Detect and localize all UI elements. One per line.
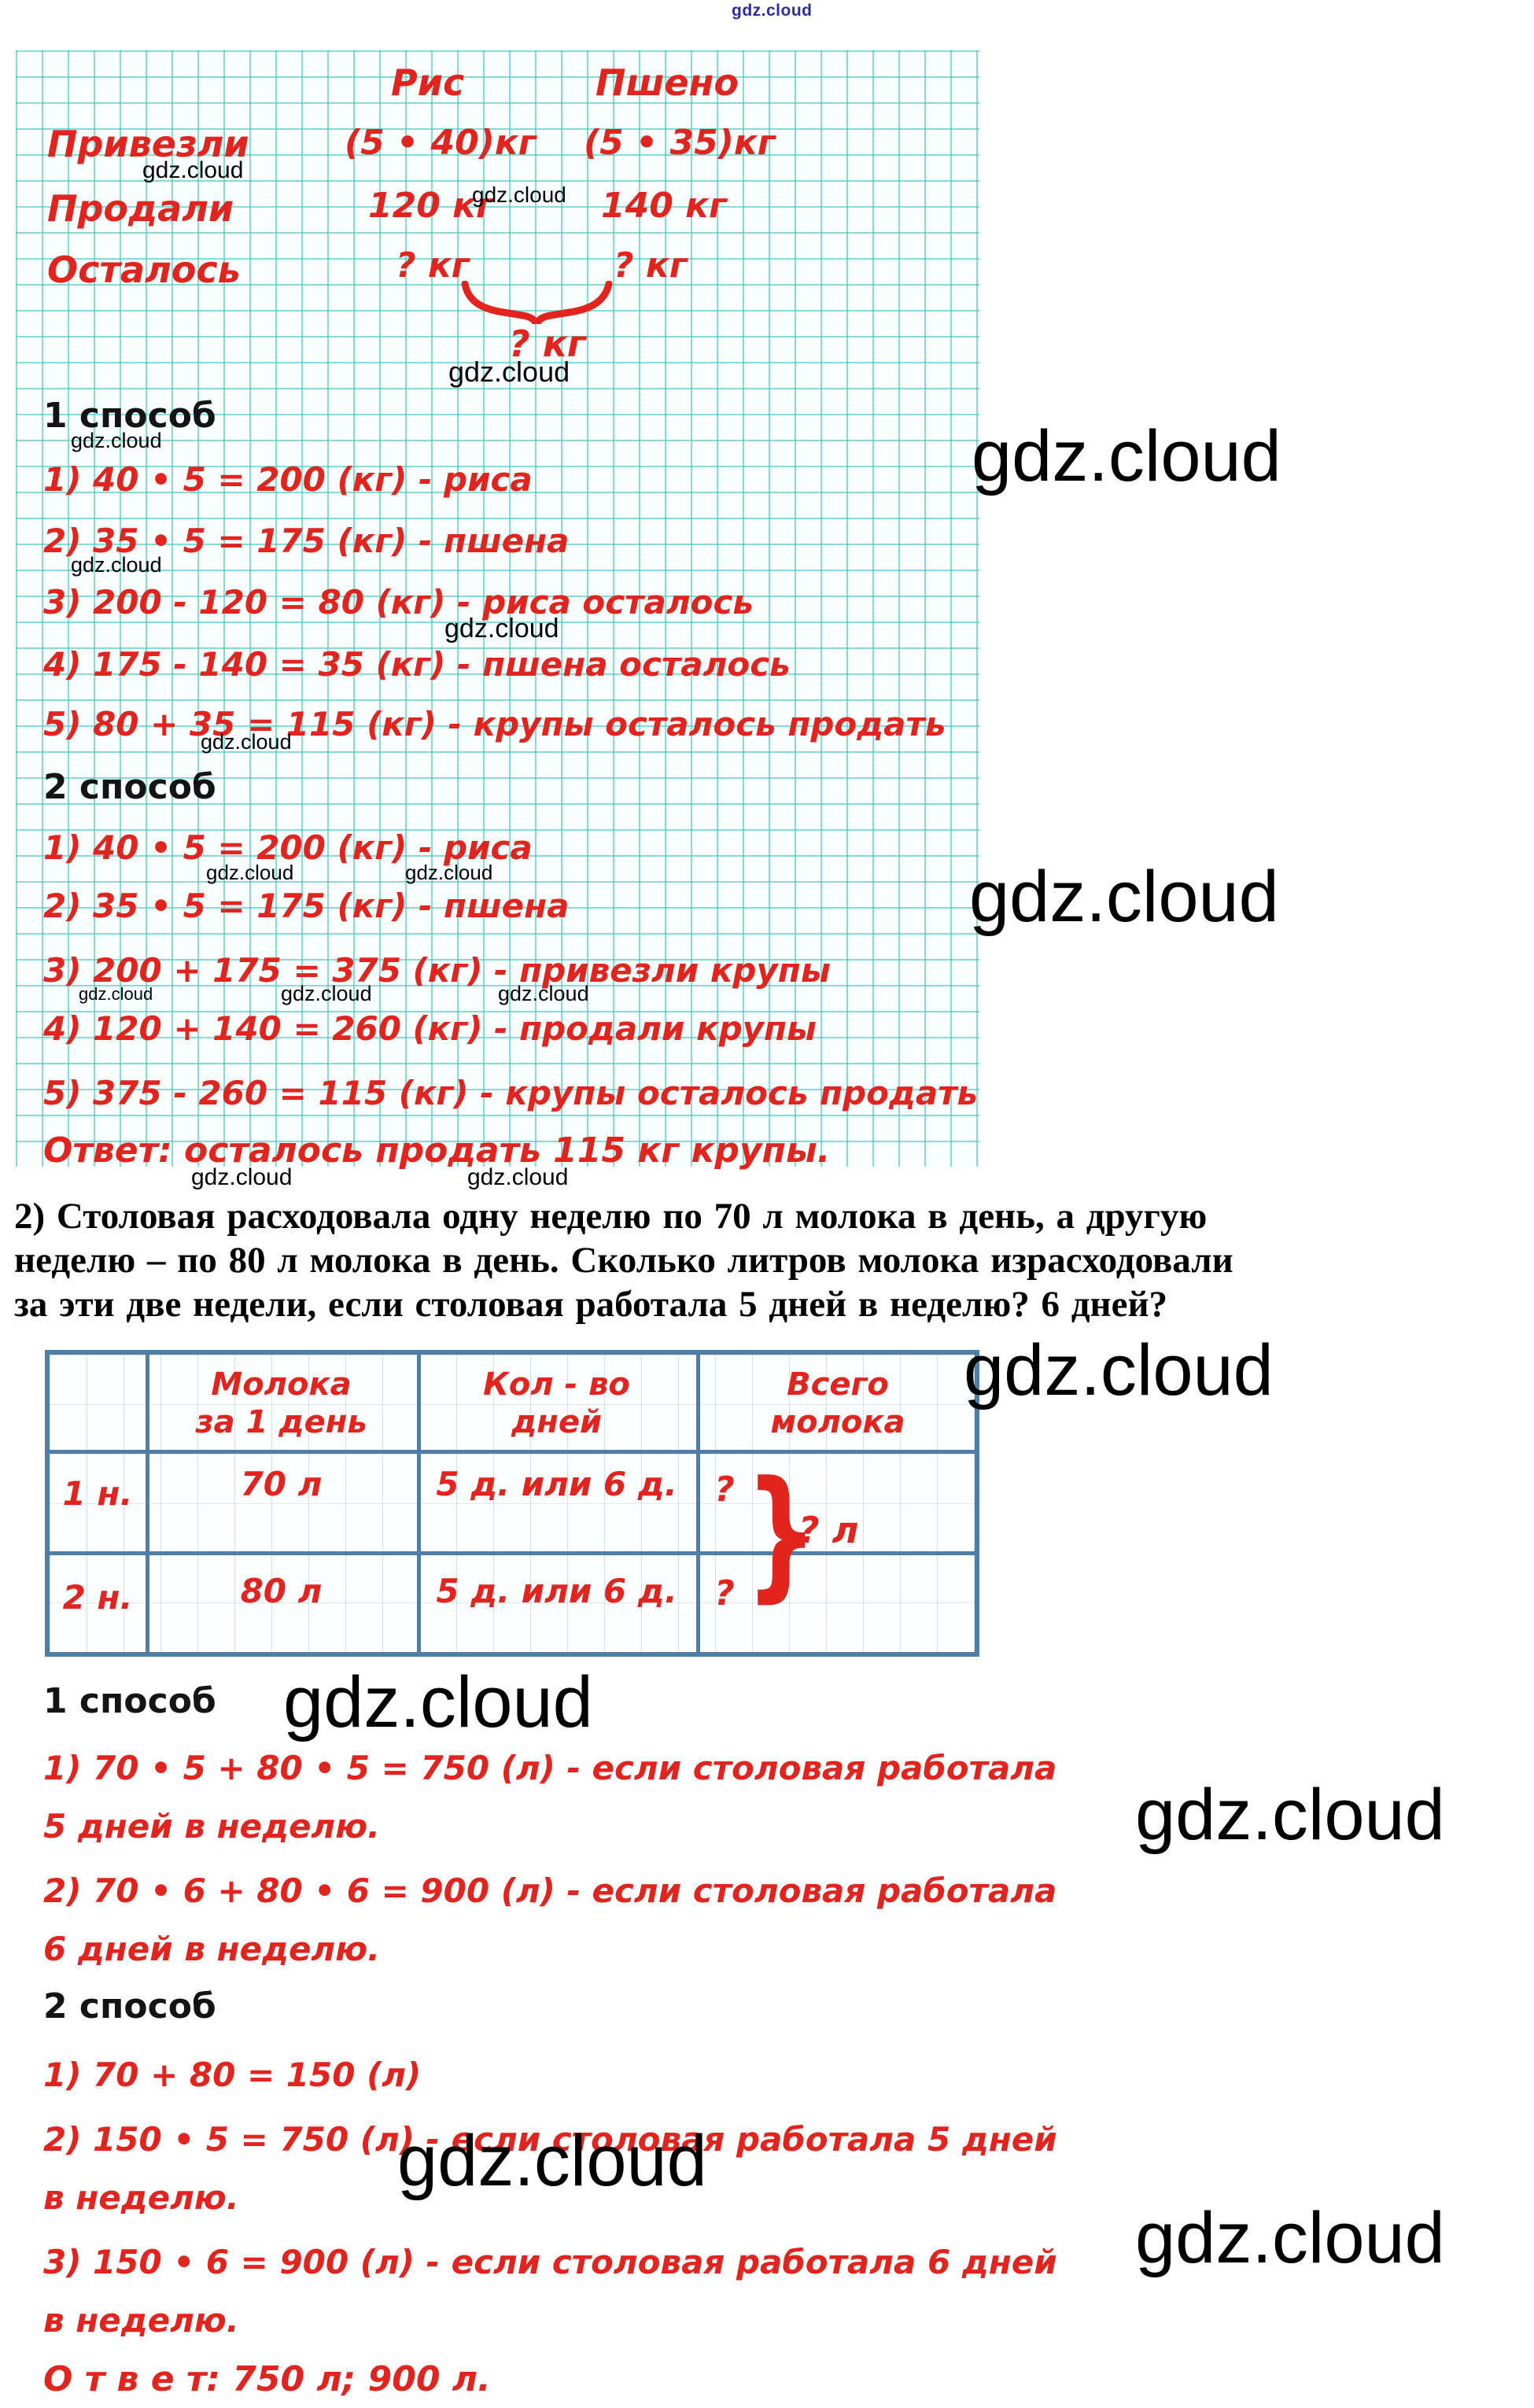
solution-step: 3) 150 • 6 = 900 (л) - если столовая раб… (43, 2243, 1057, 2281)
watermark: gdz.cloud (71, 553, 162, 577)
table1-row-label: Привезли (47, 123, 249, 165)
table2-cell: ? (714, 1573, 735, 1613)
table1-cell: (5 • 40)кг (345, 123, 537, 163)
solution-step: 5) 375 - 260 = 115 (кг) - крупы осталось… (43, 1074, 979, 1112)
table2-header: Всего молока (770, 1366, 905, 1440)
table2-hline (50, 1450, 975, 1454)
table2-cell: 5 д. или 6 д. (436, 1572, 677, 1610)
solution-step: 1) 40 • 5 = 200 (кг) - риса (43, 828, 533, 867)
watermark: gdz.cloud (472, 183, 566, 207)
table2-row-label: 2 н. (62, 1578, 133, 1617)
watermark: gdz.cloud (191, 1164, 293, 1190)
right-brace-icon: } (745, 1451, 818, 1616)
problem2-text-line: неделю – по 80 л молока в день. Сколько … (14, 1240, 1233, 1281)
watermark: gdz.cloud (71, 429, 162, 452)
table2-vline (146, 1355, 149, 1652)
table2-vline (696, 1355, 700, 1652)
solution-step: 2) 150 • 5 = 750 (л) - если столовая раб… (43, 2120, 1057, 2159)
table2-header: Кол - во дней (483, 1366, 630, 1440)
watermark: gdz.cloud (79, 984, 153, 1004)
solution-step: 2) 35 • 5 = 175 (кг) - пшена (43, 522, 570, 560)
method2-title: 2 способ (43, 767, 216, 807)
watermark: gdz.cloud (397, 2121, 707, 2201)
solution-step: 5 дней в неделю. (43, 1807, 380, 1846)
table1-col-millet: Пшено (596, 61, 739, 104)
table2-cell: 70 л (240, 1465, 323, 1503)
watermark: gdz.cloud (281, 982, 372, 1005)
solution-step: 3) 200 - 120 = 80 (кг) - риса осталось (43, 583, 754, 621)
watermark: gdz.cloud (201, 730, 292, 754)
method2-title: 2 способ (43, 1986, 216, 2026)
table2-hline (50, 1551, 975, 1555)
watermark: gdz.cloud (283, 1662, 593, 1742)
table1-cell: ? кг (396, 245, 470, 286)
solution-step: в неделю. (43, 2301, 239, 2340)
table1-cell: (5 • 35)кг (584, 123, 776, 163)
table1-cell: 140 кг (601, 186, 728, 226)
brace-total-label: ? кг (509, 323, 586, 365)
watermark: gdz.cloud (972, 416, 1281, 496)
answer-line: О т в е т: 750 л; 900 л. (43, 2359, 491, 2399)
watermark: gdz.cloud (448, 356, 570, 388)
watermark: gdz.cloud (1135, 2198, 1445, 2278)
table2-cell: ? (714, 1470, 735, 1510)
table1-col-rice: Рис (391, 61, 465, 104)
watermark: gdz.cloud (142, 157, 244, 183)
table1-cell: ? кг (614, 245, 688, 286)
table1-cell: 120 кг (368, 186, 495, 226)
graph-paper-background (16, 50, 979, 1167)
solution-step: 1) 70 + 80 = 150 (л) (43, 2056, 422, 2094)
solution-step: 4) 175 - 140 = 35 (кг) - пшена осталось (43, 645, 791, 684)
watermark: gdz.cloud (444, 614, 559, 643)
watermark: gdz.cloud (969, 857, 1279, 937)
solution-step: 4) 120 + 140 = 260 (кг) - продали крупы (43, 1009, 817, 1048)
milk-table: Молока за 1 день Кол - во дней Всего мол… (45, 1350, 979, 1657)
method1-title: 1 способ (43, 396, 216, 436)
solution-step: 5) 80 + 35 = 115 (кг) - крупы осталось п… (43, 705, 946, 743)
underbrace-icon (460, 280, 614, 333)
method1-title: 1 способ (43, 1681, 216, 1721)
answer-line: Ответ: осталось продать 115 кг крупы. (43, 1130, 831, 1171)
table2-header: Молока за 1 день (195, 1366, 367, 1440)
watermark: gdz.cloud (1135, 1775, 1445, 1855)
problem2-text-line: за эти две недели, если столовая работал… (14, 1284, 1168, 1325)
solution-step: 2) 70 • 6 + 80 • 6 = 900 (л) - если стол… (43, 1871, 1057, 1910)
solution-step: 6 дней в неделю. (43, 1930, 380, 1968)
table2-cell: 5 д. или 6 д. (436, 1465, 677, 1503)
solution-step: 1) 40 • 5 = 200 (кг) - риса (43, 460, 533, 499)
solution-step: в неделю. (43, 2178, 239, 2217)
watermark: gdz.cloud (732, 2, 813, 20)
solution-step: 3) 200 + 175 = 375 (кг) - привезли крупы (43, 951, 831, 990)
solution-step: 1) 70 • 5 + 80 • 5 = 750 (л) - если стол… (43, 1749, 1057, 1787)
brace-total-label: ? л (798, 1509, 859, 1551)
table2-row-label: 1 н. (62, 1474, 133, 1513)
watermark: gdz.cloud (467, 1164, 569, 1190)
watermark: gdz.cloud (498, 982, 589, 1005)
watermark: gdz.cloud (206, 861, 294, 884)
watermark: gdz.cloud (964, 1330, 1274, 1411)
table1-row-label: Осталось (47, 249, 241, 291)
table2-vline (417, 1355, 421, 1652)
table2-cell: 80 л (240, 1572, 323, 1610)
solution-step: 2) 35 • 5 = 175 (кг) - пшена (43, 887, 570, 925)
watermark: gdz.cloud (405, 861, 493, 884)
problem2-text-line: 2) Столовая расходовала одну неделю по 7… (14, 1196, 1208, 1237)
table1-row-label: Продали (47, 187, 234, 230)
